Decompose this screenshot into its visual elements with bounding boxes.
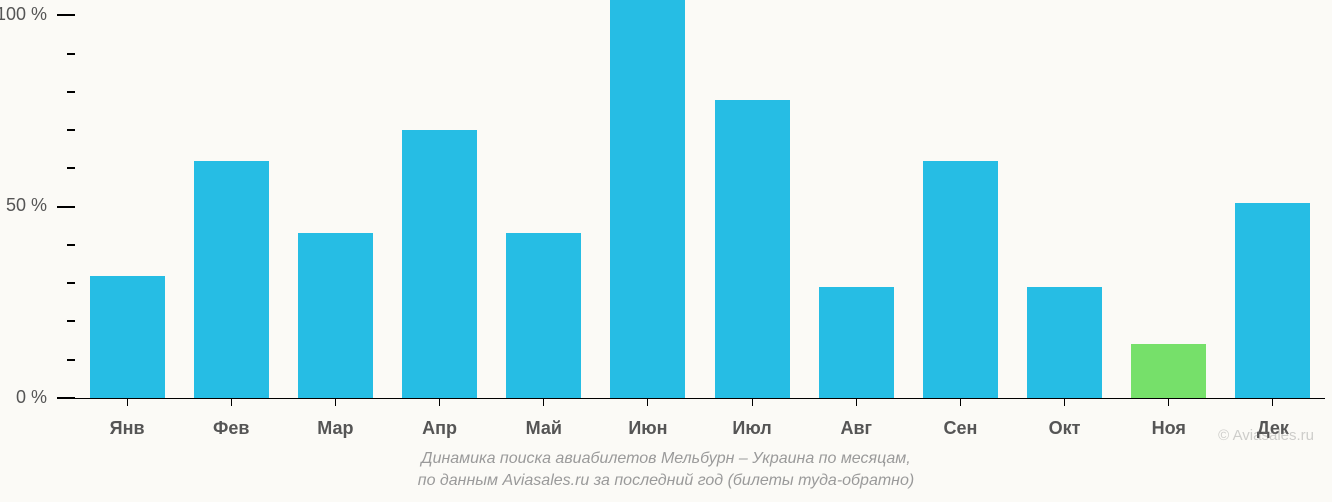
bar: [715, 100, 790, 399]
y-tick-label: 0 %: [16, 387, 47, 408]
bar: [194, 161, 269, 398]
chart-container: 0 % 50 % 100 % Янв Фев Мар Апр Май Июн Июл Авг Сен О…: [0, 0, 1332, 502]
y-minor-tick: [67, 282, 75, 284]
x-tick: [647, 398, 648, 406]
bar: [298, 233, 373, 398]
caption-line-2: по данным Aviasales.ru за последний год …: [0, 470, 1332, 492]
chart-caption: Динамика поиска авиабилетов Мельбурн – У…: [0, 448, 1332, 492]
x-tick-label: Июл: [732, 418, 771, 439]
x-tick-label: Июн: [628, 418, 667, 439]
x-tick-label: Мар: [317, 418, 353, 439]
x-tick-label: Окт: [1049, 418, 1081, 439]
x-tick: [335, 398, 336, 406]
y-minor-tick: [67, 53, 75, 55]
watermark-text: © Aviasales.ru: [1218, 427, 1314, 444]
x-tick-label: Апр: [422, 418, 457, 439]
y-minor-tick: [67, 129, 75, 131]
bar: [923, 161, 998, 398]
x-tick: [1272, 398, 1273, 406]
x-tick: [439, 398, 440, 406]
x-tick: [856, 398, 857, 406]
x-tick-label: Авг: [840, 418, 872, 439]
x-tick-label: Май: [526, 418, 562, 439]
x-tick-label: Ноя: [1152, 418, 1186, 439]
bar: [610, 0, 685, 398]
y-major-tick: [57, 206, 75, 208]
bar: [506, 233, 581, 398]
x-tick-label: Фев: [213, 418, 249, 439]
x-tick: [127, 398, 128, 406]
y-minor-tick: [67, 91, 75, 93]
bar: [1131, 344, 1206, 398]
x-tick: [1064, 398, 1065, 406]
x-tick: [960, 398, 961, 406]
x-tick: [231, 398, 232, 406]
y-major-tick: [57, 14, 75, 16]
y-tick-label: 100 %: [0, 4, 47, 25]
bar: [819, 287, 894, 398]
caption-line-1: Динамика поиска авиабилетов Мельбурн – У…: [0, 448, 1332, 470]
x-tick: [543, 398, 544, 406]
bar: [90, 276, 165, 398]
y-major-tick: [57, 397, 75, 399]
y-minor-tick: [67, 167, 75, 169]
x-tick-label: Сен: [943, 418, 977, 439]
y-minor-tick: [67, 359, 75, 361]
plot-area: 0 %50 %100 %ЯнвФевМарАпрМайИюнИюлАвгСенО…: [75, 0, 1325, 398]
bar: [1235, 203, 1310, 398]
x-axis-line: [75, 398, 1325, 399]
x-tick: [1168, 398, 1169, 406]
bar: [402, 130, 477, 398]
x-tick: [752, 398, 753, 406]
y-minor-tick: [67, 244, 75, 246]
x-tick-label: Янв: [110, 418, 145, 439]
bar: [1027, 287, 1102, 398]
y-tick-label: 50 %: [6, 195, 47, 216]
y-minor-tick: [67, 320, 75, 322]
